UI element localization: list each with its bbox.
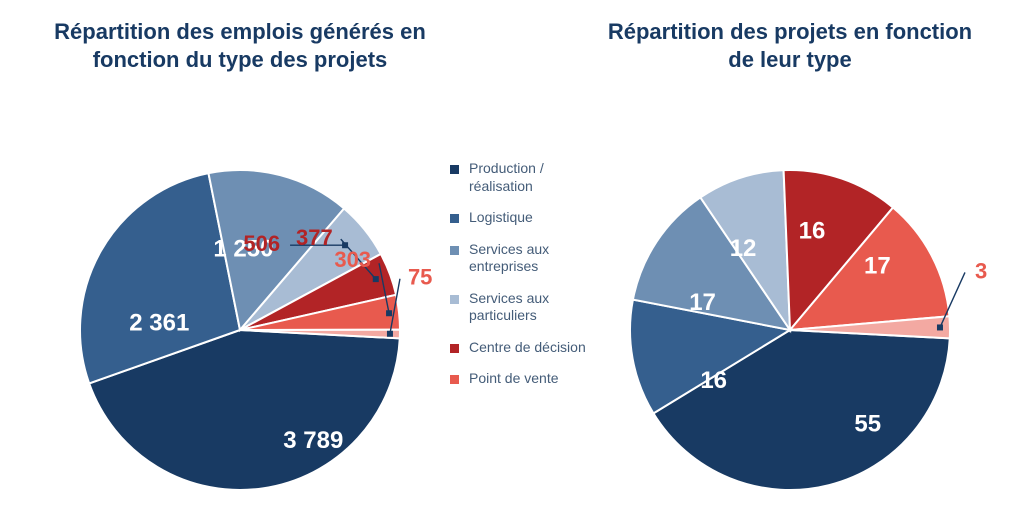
slice-label: 16 <box>799 218 826 245</box>
callout-marker <box>373 276 379 282</box>
callout-marker <box>386 310 392 316</box>
slice-label: 2 361 <box>129 310 189 337</box>
callout-label: 506 <box>243 231 280 256</box>
slice-label: 3 789 <box>283 427 343 454</box>
page: { "background_color": "#ffffff", "layout… <box>0 0 1024 514</box>
slice-label: 12 <box>730 235 757 262</box>
slice-label: 16 <box>700 367 727 394</box>
callout-label: 303 <box>334 247 371 272</box>
slice-label: 17 <box>864 253 891 280</box>
slice-label: 17 <box>689 289 716 316</box>
callout-label: 3 <box>975 258 987 283</box>
callout-label: 75 <box>408 265 432 290</box>
callout-label: 377 <box>296 225 333 250</box>
callout-marker <box>387 331 393 337</box>
slice-label: 55 <box>854 410 881 437</box>
charts-svg: 3 7892 3611 250506377303755516171216173 <box>0 0 1024 514</box>
callout-marker <box>937 324 943 330</box>
